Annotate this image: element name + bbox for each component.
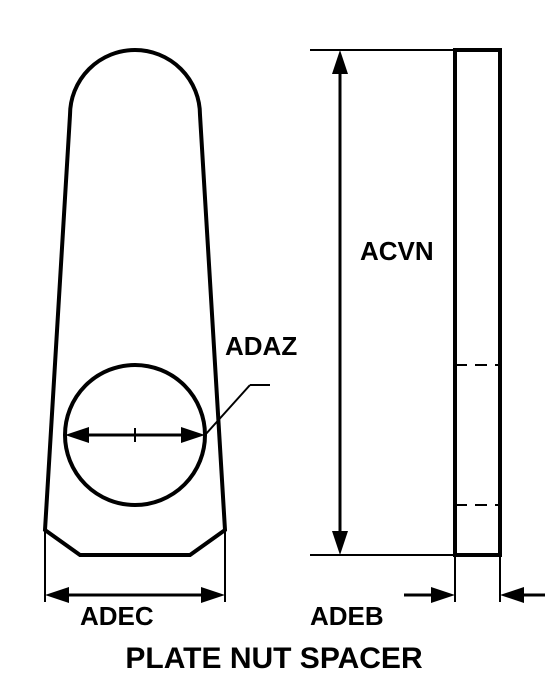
side-outline: [455, 50, 500, 555]
adeb-dimension: [404, 555, 545, 603]
adec-label: ADEC: [80, 601, 154, 631]
diagram-canvas: ADAZ ACVN ADEC ADEB: [0, 0, 549, 678]
adeb-label: ADEB: [310, 601, 384, 631]
front-view: [45, 50, 225, 555]
side-view: [455, 50, 500, 555]
acvn-label: ACVN: [360, 236, 434, 266]
adaz-label: ADAZ: [225, 331, 297, 361]
adec-dimension: [45, 530, 225, 603]
acvn-dimension: [310, 50, 455, 555]
plate-outline: [45, 50, 225, 555]
diagram-title: PLATE NUT SPACER: [125, 642, 423, 675]
